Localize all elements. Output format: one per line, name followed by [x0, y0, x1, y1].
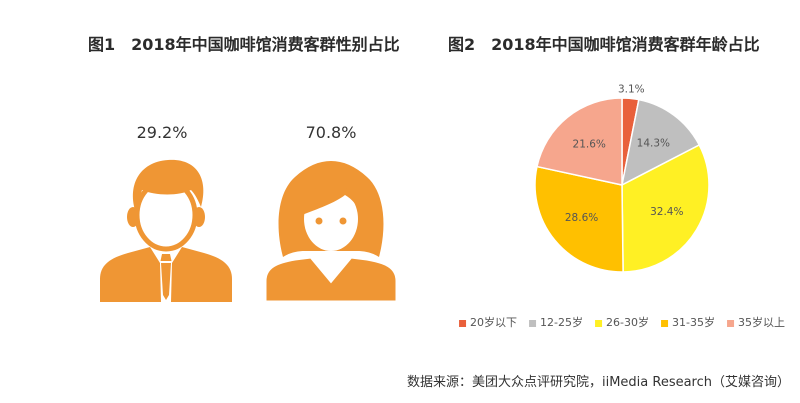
figure-2-title: 图2 2018年中国咖啡馆消费客群年龄占比: [448, 35, 760, 54]
pie-slice-3: [621, 144, 710, 273]
legend-label: 20岁以下: [470, 316, 518, 329]
legend-swatch: [660, 319, 668, 327]
data-source-note: 数据来源：美团大众点评研究院，iiMedia Research（艾媒咨询）: [406, 375, 790, 390]
figure-1-title: 图1 2018年中国咖啡馆消费客群性别占比: [88, 35, 400, 54]
legend-item-5: 35岁以上: [726, 316, 785, 330]
female-percentage-label: 70.8%: [305, 123, 357, 142]
pie-data-label-4: 28.6%: [565, 212, 598, 224]
legend-label: 35岁以上: [737, 316, 785, 329]
female-body: [263, 255, 399, 304]
pie-slices: [534, 97, 710, 273]
legend-item-1: 20岁以下: [459, 316, 517, 330]
legend-item-2: 12-25岁: [529, 316, 583, 330]
pie-slice-5: [536, 97, 623, 186]
male-hair: [132, 159, 204, 213]
legend-swatch: [726, 319, 734, 327]
legend-item-4: 31-35岁: [660, 316, 715, 330]
female-eye-left: [315, 217, 323, 225]
legend-label: 12-25岁: [540, 316, 584, 329]
pie-data-label-5: 21.6%: [573, 138, 606, 150]
pie-data-label-1: 3.1%: [618, 83, 645, 95]
pie-legend: 20岁以下 12-25岁 26-30岁 31-35岁 35岁以上: [459, 316, 785, 330]
legend-swatch: [595, 319, 603, 327]
male-icon: [100, 159, 232, 302]
legend-label: 26-30岁: [606, 316, 649, 329]
legend-label: 31-35岁: [671, 316, 715, 329]
male-jacket-right: [171, 247, 232, 302]
female-icon: [263, 161, 399, 304]
male-percentage-label: 29.2%: [136, 123, 188, 142]
pie-data-label-2: 14.3%: [637, 137, 670, 149]
female-bangs: [301, 185, 361, 215]
female-eye-right: [339, 217, 347, 225]
legend-swatch: [459, 319, 467, 327]
pie-slice-2: [620, 98, 701, 187]
male-tie-knot: [160, 254, 172, 261]
pie-data-labels: 3.1% 14.3% 32.4% 28.6% 21.6%: [565, 83, 684, 224]
pie-data-label-3: 32.4%: [650, 206, 683, 218]
legend-swatch: [529, 319, 537, 327]
legend-item-3: 26-30岁: [595, 316, 649, 330]
age-pie-chart: 3.1% 14.3% 32.4% 28.6% 21.6%: [534, 83, 710, 273]
pie-slice-4: [534, 165, 624, 273]
male-jacket-left: [100, 247, 161, 302]
male-tie: [161, 263, 171, 300]
